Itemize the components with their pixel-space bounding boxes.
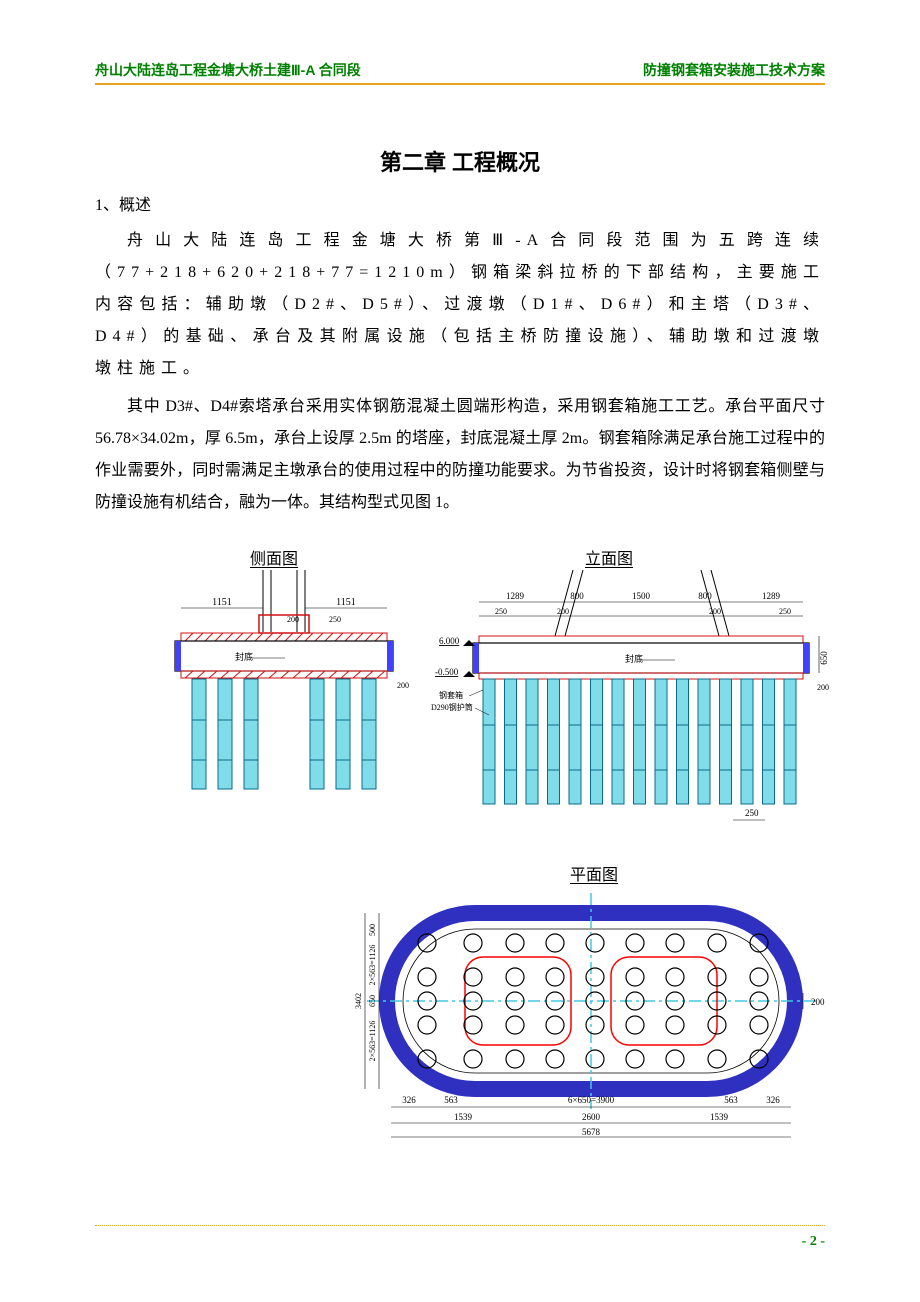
svg-text:250: 250: [779, 607, 791, 616]
svg-text:钢套箱: 钢套箱: [439, 690, 463, 700]
header-left: 舟山大陆连岛工程金塘大桥土建Ⅲ-A 合同段: [95, 60, 361, 80]
paragraph-2: 其中 D3#、D4#索塔承台采用实体钢筋混凝土圆端形构造，采用钢套箱施工工艺。承…: [95, 391, 825, 519]
svg-text:6.000: 6.000: [439, 636, 460, 646]
svg-text:200: 200: [287, 615, 299, 624]
svg-text:200: 200: [557, 607, 569, 616]
plan-view-svg: 200 326 563 6×650=3900 563 326 1539 2600…: [355, 885, 835, 1185]
svg-text:800: 800: [698, 591, 712, 601]
svg-text:650: 650: [368, 995, 377, 1007]
svg-text:2600: 2600: [582, 1112, 601, 1122]
svg-text:650: 650: [819, 651, 829, 665]
header-rule: [95, 83, 825, 85]
side-label-fd: 封底: [235, 651, 253, 662]
svg-text:5678: 5678: [582, 1127, 601, 1137]
svg-text:326: 326: [402, 1095, 416, 1105]
svg-text:200: 200: [397, 681, 409, 690]
svg-text:D290钢护筒: D290钢护筒: [431, 702, 473, 712]
svg-text:200: 200: [817, 683, 829, 692]
svg-text:1289: 1289: [762, 591, 781, 601]
section-1-label: 1、概述: [95, 191, 825, 215]
svg-text:3402: 3402: [355, 993, 363, 1009]
svg-text:2×563=1126: 2×563=1126: [368, 945, 377, 986]
paragraph-1: 舟山大陆连岛工程金塘大桥第Ⅲ-A合同段范围为五跨连续（77+218+620+21…: [95, 225, 825, 385]
svg-text:250: 250: [495, 607, 507, 616]
header-right: 防撞钢套箱安装施工技术方案: [643, 60, 825, 80]
page-number: - 2 -: [95, 1234, 825, 1250]
svg-text:2×563=1126: 2×563=1126: [368, 1021, 377, 1062]
svg-text:1289: 1289: [506, 591, 525, 601]
fig-title-elev: 立面图: [585, 545, 633, 569]
svg-text:1539: 1539: [454, 1112, 473, 1122]
svg-text:200: 200: [709, 607, 721, 616]
chapter-title: 第二章 工程概况: [95, 145, 825, 177]
page-header: 舟山大陆连岛工程金塘大桥土建Ⅲ-A 合同段 防撞钢套箱安装施工技术方案: [95, 60, 825, 80]
svg-text:1151: 1151: [336, 597, 356, 608]
svg-text:800: 800: [570, 591, 584, 601]
svg-text:1539: 1539: [710, 1112, 729, 1122]
side-view-svg: 封底 1151 1151 200 250 20: [135, 570, 435, 830]
figure-1: 侧面图 立面图 平面图: [95, 545, 825, 1185]
svg-text:326: 326: [766, 1095, 780, 1105]
svg-text:563: 563: [724, 1095, 738, 1105]
svg-text:563: 563: [444, 1095, 458, 1105]
elev-view-svg: 封底 6.000 -0.500 钢套箱 D290钢护筒: [425, 570, 835, 860]
svg-text:250: 250: [329, 615, 341, 624]
svg-text:200: 200: [811, 997, 825, 1007]
svg-text:-0.500: -0.500: [435, 667, 459, 677]
svg-text:250: 250: [745, 808, 759, 818]
document-page: 舟山大陆连岛工程金塘大桥土建Ⅲ-A 合同段 防撞钢套箱安装施工技术方案 第二章 …: [0, 0, 920, 1290]
fig-title-side: 侧面图: [250, 545, 298, 569]
svg-text:500: 500: [368, 924, 377, 936]
footer-rule: [95, 1225, 825, 1226]
fig-title-plan: 平面图: [570, 861, 618, 885]
elev-label-fd: 封底: [625, 653, 643, 664]
svg-text:1151: 1151: [212, 597, 232, 608]
svg-text:1500: 1500: [632, 591, 651, 601]
svg-text:6×650=3900: 6×650=3900: [568, 1095, 615, 1105]
